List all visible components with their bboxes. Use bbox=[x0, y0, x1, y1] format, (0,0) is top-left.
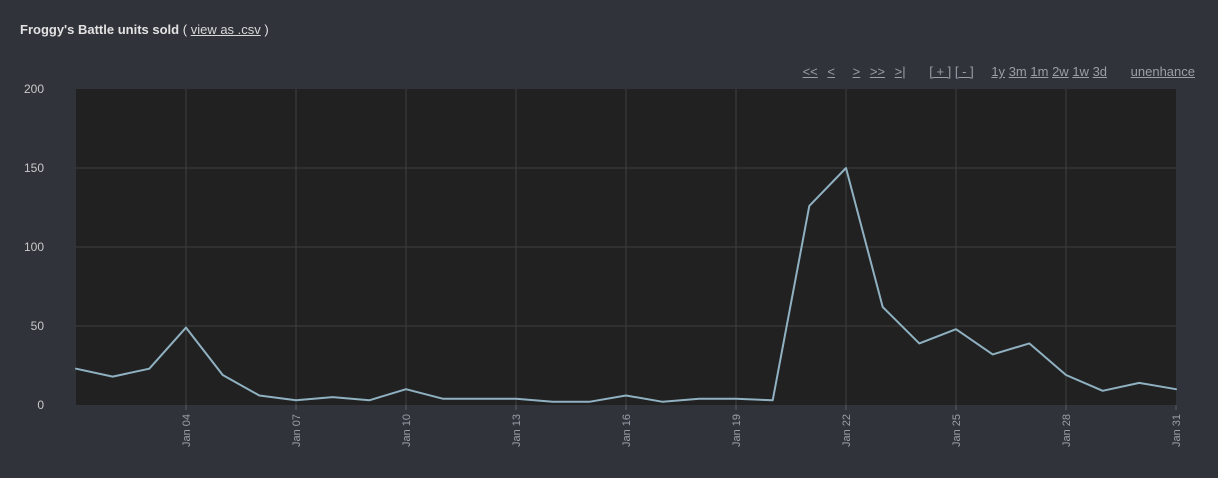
data-point[interactable] bbox=[952, 325, 960, 333]
x-tick-label: Jan 07 bbox=[291, 414, 303, 447]
data-point[interactable] bbox=[1135, 379, 1143, 387]
y-tick-label: 0 bbox=[37, 398, 44, 412]
paren-open: ( bbox=[182, 22, 188, 37]
x-axis: Jan 04 Jan 07 Jan 10 Jan 13 Jan 16 Jan 19 Jan … bbox=[181, 405, 1183, 447]
data-point[interactable] bbox=[219, 371, 227, 379]
x-tick-label: Jan 31 bbox=[1171, 414, 1183, 447]
x-tick-label: Jan 28 bbox=[1061, 414, 1073, 447]
data-point[interactable] bbox=[475, 395, 483, 403]
range-3m-link[interactable]: 3m bbox=[1008, 64, 1027, 79]
data-point[interactable] bbox=[842, 164, 850, 172]
data-point[interactable] bbox=[512, 395, 520, 403]
data-point[interactable] bbox=[1099, 387, 1107, 395]
data-point[interactable] bbox=[549, 398, 557, 406]
data-point[interactable] bbox=[439, 395, 447, 403]
next-page-link[interactable]: >> bbox=[869, 64, 886, 79]
data-point[interactable] bbox=[769, 396, 777, 404]
data-point[interactable] bbox=[109, 373, 117, 381]
range-3d-link[interactable]: 3d bbox=[1092, 64, 1108, 79]
x-tick-label: Jan 22 bbox=[841, 414, 853, 447]
view-csv-link[interactable]: view as .csv bbox=[190, 22, 261, 37]
data-point[interactable] bbox=[622, 392, 630, 400]
next-link[interactable]: > bbox=[852, 64, 861, 79]
x-tick-label: Jan 04 bbox=[181, 414, 193, 447]
series-layer[interactable] bbox=[72, 164, 1180, 406]
y-tick-label: 50 bbox=[31, 319, 45, 333]
data-point[interactable] bbox=[879, 303, 887, 311]
chart-controls: << < > >> >| [ + ] [ - ] 1y 3m 1m 2w 1w … bbox=[803, 64, 1195, 79]
data-point[interactable] bbox=[805, 202, 813, 210]
range-1w-link[interactable]: 1w bbox=[1072, 64, 1089, 79]
data-point[interactable] bbox=[989, 350, 997, 358]
y-tick-label: 100 bbox=[24, 240, 44, 254]
zoom-out-link[interactable]: [ - ] bbox=[954, 64, 974, 79]
y-axis: 0 50 100 150 200 bbox=[24, 82, 44, 412]
data-point[interactable] bbox=[732, 395, 740, 403]
grid-lines bbox=[76, 89, 1176, 405]
range-2w-link[interactable]: 2w bbox=[1052, 64, 1069, 79]
data-point[interactable] bbox=[292, 396, 300, 404]
data-point[interactable] bbox=[402, 385, 410, 393]
data-point[interactable] bbox=[1025, 339, 1033, 347]
paren-close: ) bbox=[264, 22, 269, 37]
range-1m-link[interactable]: 1m bbox=[1030, 64, 1049, 79]
data-point[interactable] bbox=[145, 365, 153, 373]
y-tick-label: 150 bbox=[24, 161, 44, 175]
data-point[interactable] bbox=[1062, 371, 1070, 379]
zoom-in-link[interactable]: [ + ] bbox=[929, 64, 952, 79]
range-1y-link[interactable]: 1y bbox=[991, 64, 1006, 79]
x-tick-label: Jan 10 bbox=[401, 414, 413, 447]
data-point[interactable] bbox=[695, 395, 703, 403]
data-point[interactable] bbox=[255, 392, 263, 400]
data-point[interactable] bbox=[915, 339, 923, 347]
y-tick-label: 200 bbox=[24, 82, 44, 96]
data-point[interactable] bbox=[585, 398, 593, 406]
chart-title: Froggy's Battle units sold bbox=[20, 22, 180, 37]
last-page-link[interactable]: >| bbox=[894, 64, 906, 79]
first-page-link[interactable]: << bbox=[802, 64, 818, 79]
data-point[interactable] bbox=[659, 398, 667, 406]
data-point[interactable] bbox=[329, 393, 337, 401]
x-tick-label: Jan 16 bbox=[621, 414, 633, 447]
data-point[interactable] bbox=[365, 396, 373, 404]
x-tick-label: Jan 13 bbox=[511, 414, 523, 447]
x-tick-label: Jan 25 bbox=[951, 414, 963, 447]
unenhance-link[interactable]: unenhance bbox=[1130, 64, 1195, 79]
series-line bbox=[75, 167, 1177, 403]
data-point[interactable] bbox=[72, 365, 80, 373]
data-point[interactable] bbox=[182, 324, 190, 332]
prev-link[interactable]: < bbox=[827, 64, 835, 79]
chart-title-row: Froggy's Battle units sold ( view as .cs… bbox=[20, 22, 269, 37]
data-point[interactable] bbox=[1172, 385, 1180, 393]
x-tick-label: Jan 19 bbox=[731, 414, 743, 447]
